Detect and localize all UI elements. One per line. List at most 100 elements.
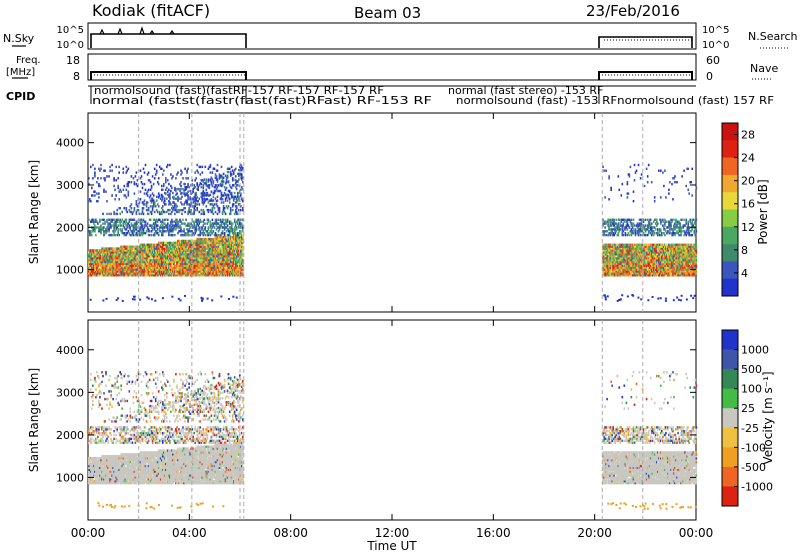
echo-cell — [162, 220, 164, 223]
echo-cell — [175, 203, 177, 206]
echo-cell — [176, 253, 178, 256]
echo-cell — [179, 257, 181, 260]
echo-cell — [224, 257, 227, 260]
echo-cell — [228, 241, 231, 245]
echo-cell — [204, 270, 207, 273]
echo-cell — [120, 249, 122, 252]
echo-cell — [194, 257, 196, 260]
echo-cell — [227, 258, 230, 262]
echo-cell — [117, 184, 119, 188]
echo-cell — [216, 266, 219, 269]
echo-cell — [624, 233, 627, 237]
echo-cell — [116, 258, 118, 262]
echo-cell — [603, 257, 605, 260]
echo-cell — [212, 257, 215, 260]
echo-cell — [612, 247, 614, 250]
echo-cell — [131, 255, 134, 258]
echo-cell — [97, 257, 99, 260]
echo-cell — [159, 247, 162, 250]
echo-cell — [121, 228, 123, 231]
echo-cell — [604, 230, 606, 233]
echo-cell — [127, 222, 130, 225]
echo-cell — [205, 266, 208, 269]
echo-cell — [161, 249, 163, 252]
echo-cell — [127, 272, 130, 275]
echo-cell — [169, 257, 171, 260]
echo-cell — [164, 218, 166, 221]
echo-cell — [608, 245, 610, 248]
echo-cell — [221, 237, 224, 241]
echo-cell — [608, 270, 610, 273]
echo-cell — [200, 195, 203, 198]
echo-cell — [103, 226, 105, 229]
echo-cell — [97, 253, 99, 256]
echo-cell — [126, 232, 129, 235]
echo-cell — [627, 218, 630, 221]
echo-cell — [163, 184, 165, 188]
echo-cell — [611, 258, 613, 262]
echo-cell — [179, 262, 181, 266]
echo-cell — [97, 266, 99, 269]
echo-cell — [606, 257, 608, 260]
echo-cell — [139, 222, 142, 225]
echo-cell — [224, 220, 227, 223]
echo-cell — [103, 230, 105, 233]
echo-cell — [164, 222, 166, 225]
echo-cell — [233, 197, 236, 200]
echo-cell — [115, 262, 117, 266]
echo-cell — [174, 226, 176, 229]
echo-cell — [111, 247, 113, 250]
echo-cell — [241, 186, 243, 189]
echo-cell — [214, 186, 217, 189]
echo-cell — [116, 212, 118, 216]
echo-cell — [219, 243, 222, 246]
echo-cell — [616, 262, 619, 266]
echo-cell — [135, 245, 138, 248]
echo-cell — [161, 212, 163, 216]
echo-cell — [96, 258, 98, 262]
echo-cell — [631, 264, 634, 267]
echo-cell — [220, 192, 223, 195]
echo-cell — [186, 239, 188, 243]
beam-title: Beam 03 — [354, 4, 421, 22]
echo-cell — [118, 249, 120, 252]
echo-cell — [171, 247, 173, 250]
echo-cell — [177, 243, 179, 246]
echo-cell — [177, 251, 179, 254]
echo-cell — [167, 208, 169, 212]
echo-cell — [95, 253, 97, 256]
echo-cell — [174, 249, 176, 252]
echo-cell — [107, 224, 109, 227]
echo-cell — [226, 270, 229, 273]
echo-cell — [231, 205, 234, 208]
echo-cell — [242, 218, 244, 221]
echo-cell — [205, 180, 208, 183]
cpid-row1-left: normolsound (fast)(fastRF-157 RF-157 RF-… — [94, 84, 384, 97]
echo-cell — [187, 262, 189, 266]
echo-cell — [615, 247, 617, 250]
echo-cell — [150, 253, 153, 256]
echo-cell — [88, 230, 90, 233]
echo-cell — [608, 247, 610, 250]
echo-cell — [634, 253, 637, 256]
echo-cell — [637, 260, 640, 264]
echo-cell — [222, 249, 225, 252]
echo-cell — [179, 224, 181, 227]
echo-cell — [103, 258, 105, 262]
echo-cell — [173, 245, 175, 248]
echo-cell — [143, 272, 146, 275]
echo-cell — [626, 274, 629, 277]
echo-cell — [194, 203, 196, 206]
echo-cell — [638, 262, 641, 266]
echo-cell — [627, 268, 630, 271]
echo-cell — [222, 201, 225, 204]
echo-cell — [165, 218, 167, 221]
echo-cell — [221, 194, 224, 197]
echo-cell — [125, 232, 128, 235]
echo-cell — [203, 251, 206, 254]
echo-cell — [188, 230, 190, 233]
echo-cell — [178, 270, 180, 273]
echo-cell — [197, 258, 199, 262]
echo-cell — [211, 272, 214, 275]
echo-cell — [614, 266, 616, 269]
